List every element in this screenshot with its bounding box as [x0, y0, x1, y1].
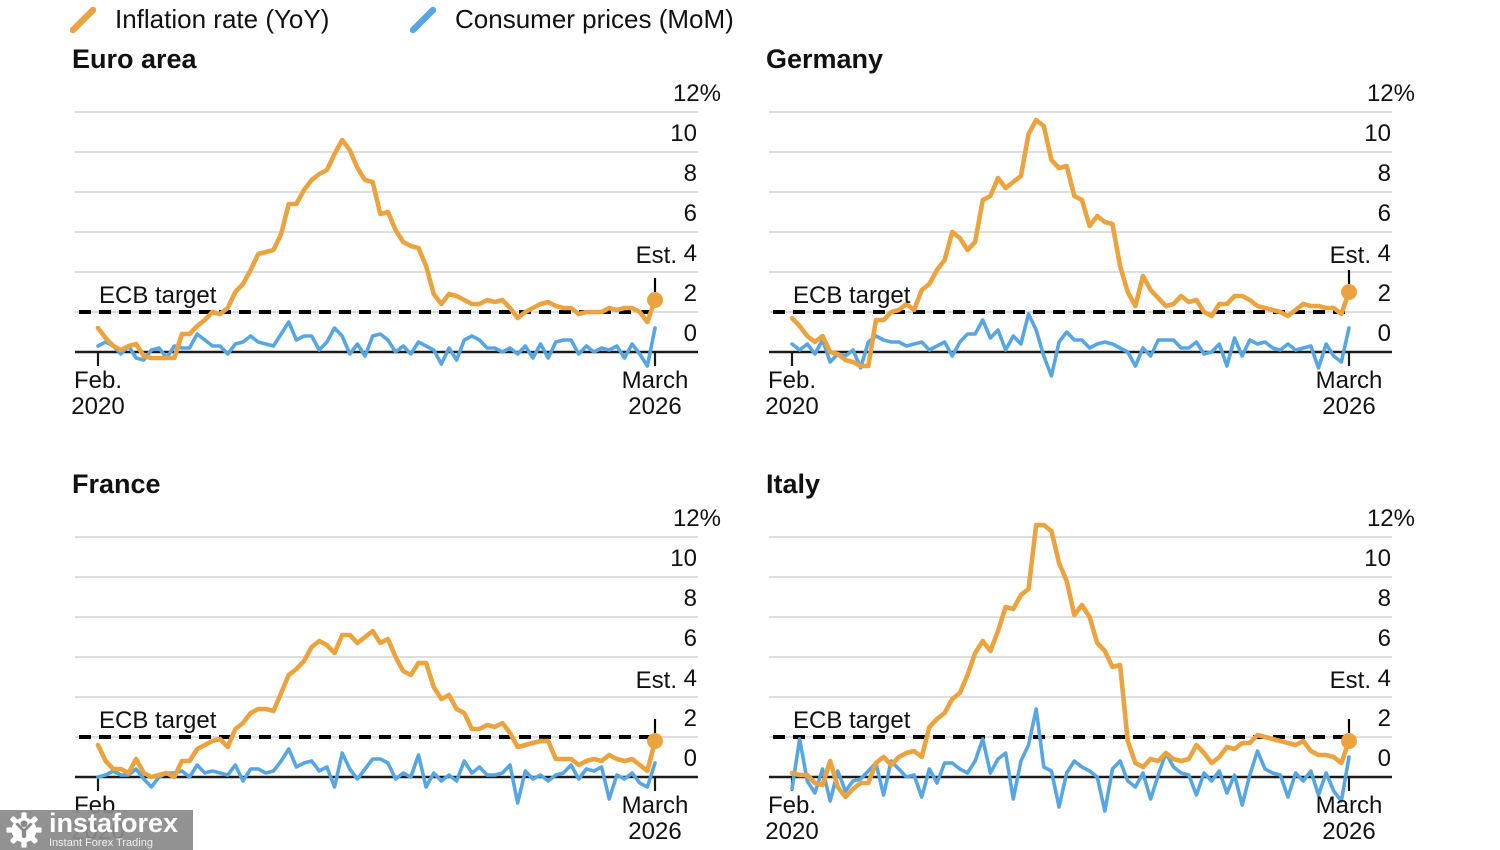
- inflation-yoy-line: [95, 137, 658, 361]
- consumer-prices-mom-line: [96, 747, 657, 805]
- chart-italy-graphics: [769, 522, 1392, 813]
- inflation-yoy-line: [789, 117, 1352, 369]
- instaforex-gear-logo-icon: [6, 812, 42, 848]
- inflation-yoy-line: [789, 522, 1352, 800]
- chart-germany-graphics: [769, 111, 1392, 378]
- chart-euro-area-graphics: [75, 111, 698, 368]
- watermark-texts: instaforex Instant Forex Trading: [49, 808, 179, 850]
- watermark-brand: instaforex: [49, 808, 179, 838]
- watermark-tagline: Instant Forex Trading: [49, 837, 153, 849]
- chart-title-germany: Germany: [766, 44, 884, 74]
- consumer-mom-swatch-icon: [410, 6, 436, 33]
- estimate-dot: [647, 733, 663, 749]
- legend-item-consumer-mom: Consumer prices (MoM): [410, 4, 734, 35]
- estimate-dot: [1341, 284, 1357, 300]
- consumer-prices-mom-line: [96, 320, 657, 368]
- consumer-prices-mom-line: [790, 312, 1351, 378]
- consumer-prices-mom-line: [790, 707, 1351, 813]
- chart-title-italy: Italy: [766, 469, 821, 499]
- estimate-dot: [647, 292, 663, 308]
- inflation-yoy-swatch-icon: [70, 6, 96, 33]
- inflation-yoy-line: [95, 628, 658, 780]
- chart-title-euro-area: Euro area: [72, 44, 197, 74]
- instaforex-watermark: instaforex Instant Forex Trading: [0, 810, 193, 850]
- instaforex-person-glyph: [15, 820, 33, 839]
- chart-france-graphics: [75, 536, 698, 805]
- legend-item-inflation-yoy: Inflation rate (YoY): [70, 4, 329, 35]
- legend-label-consumer-mom: Consumer prices (MoM): [455, 4, 734, 34]
- legend-label-inflation-yoy: Inflation rate (YoY): [115, 4, 330, 34]
- estimate-dot: [1341, 733, 1357, 749]
- chart-title-france: France: [72, 469, 161, 499]
